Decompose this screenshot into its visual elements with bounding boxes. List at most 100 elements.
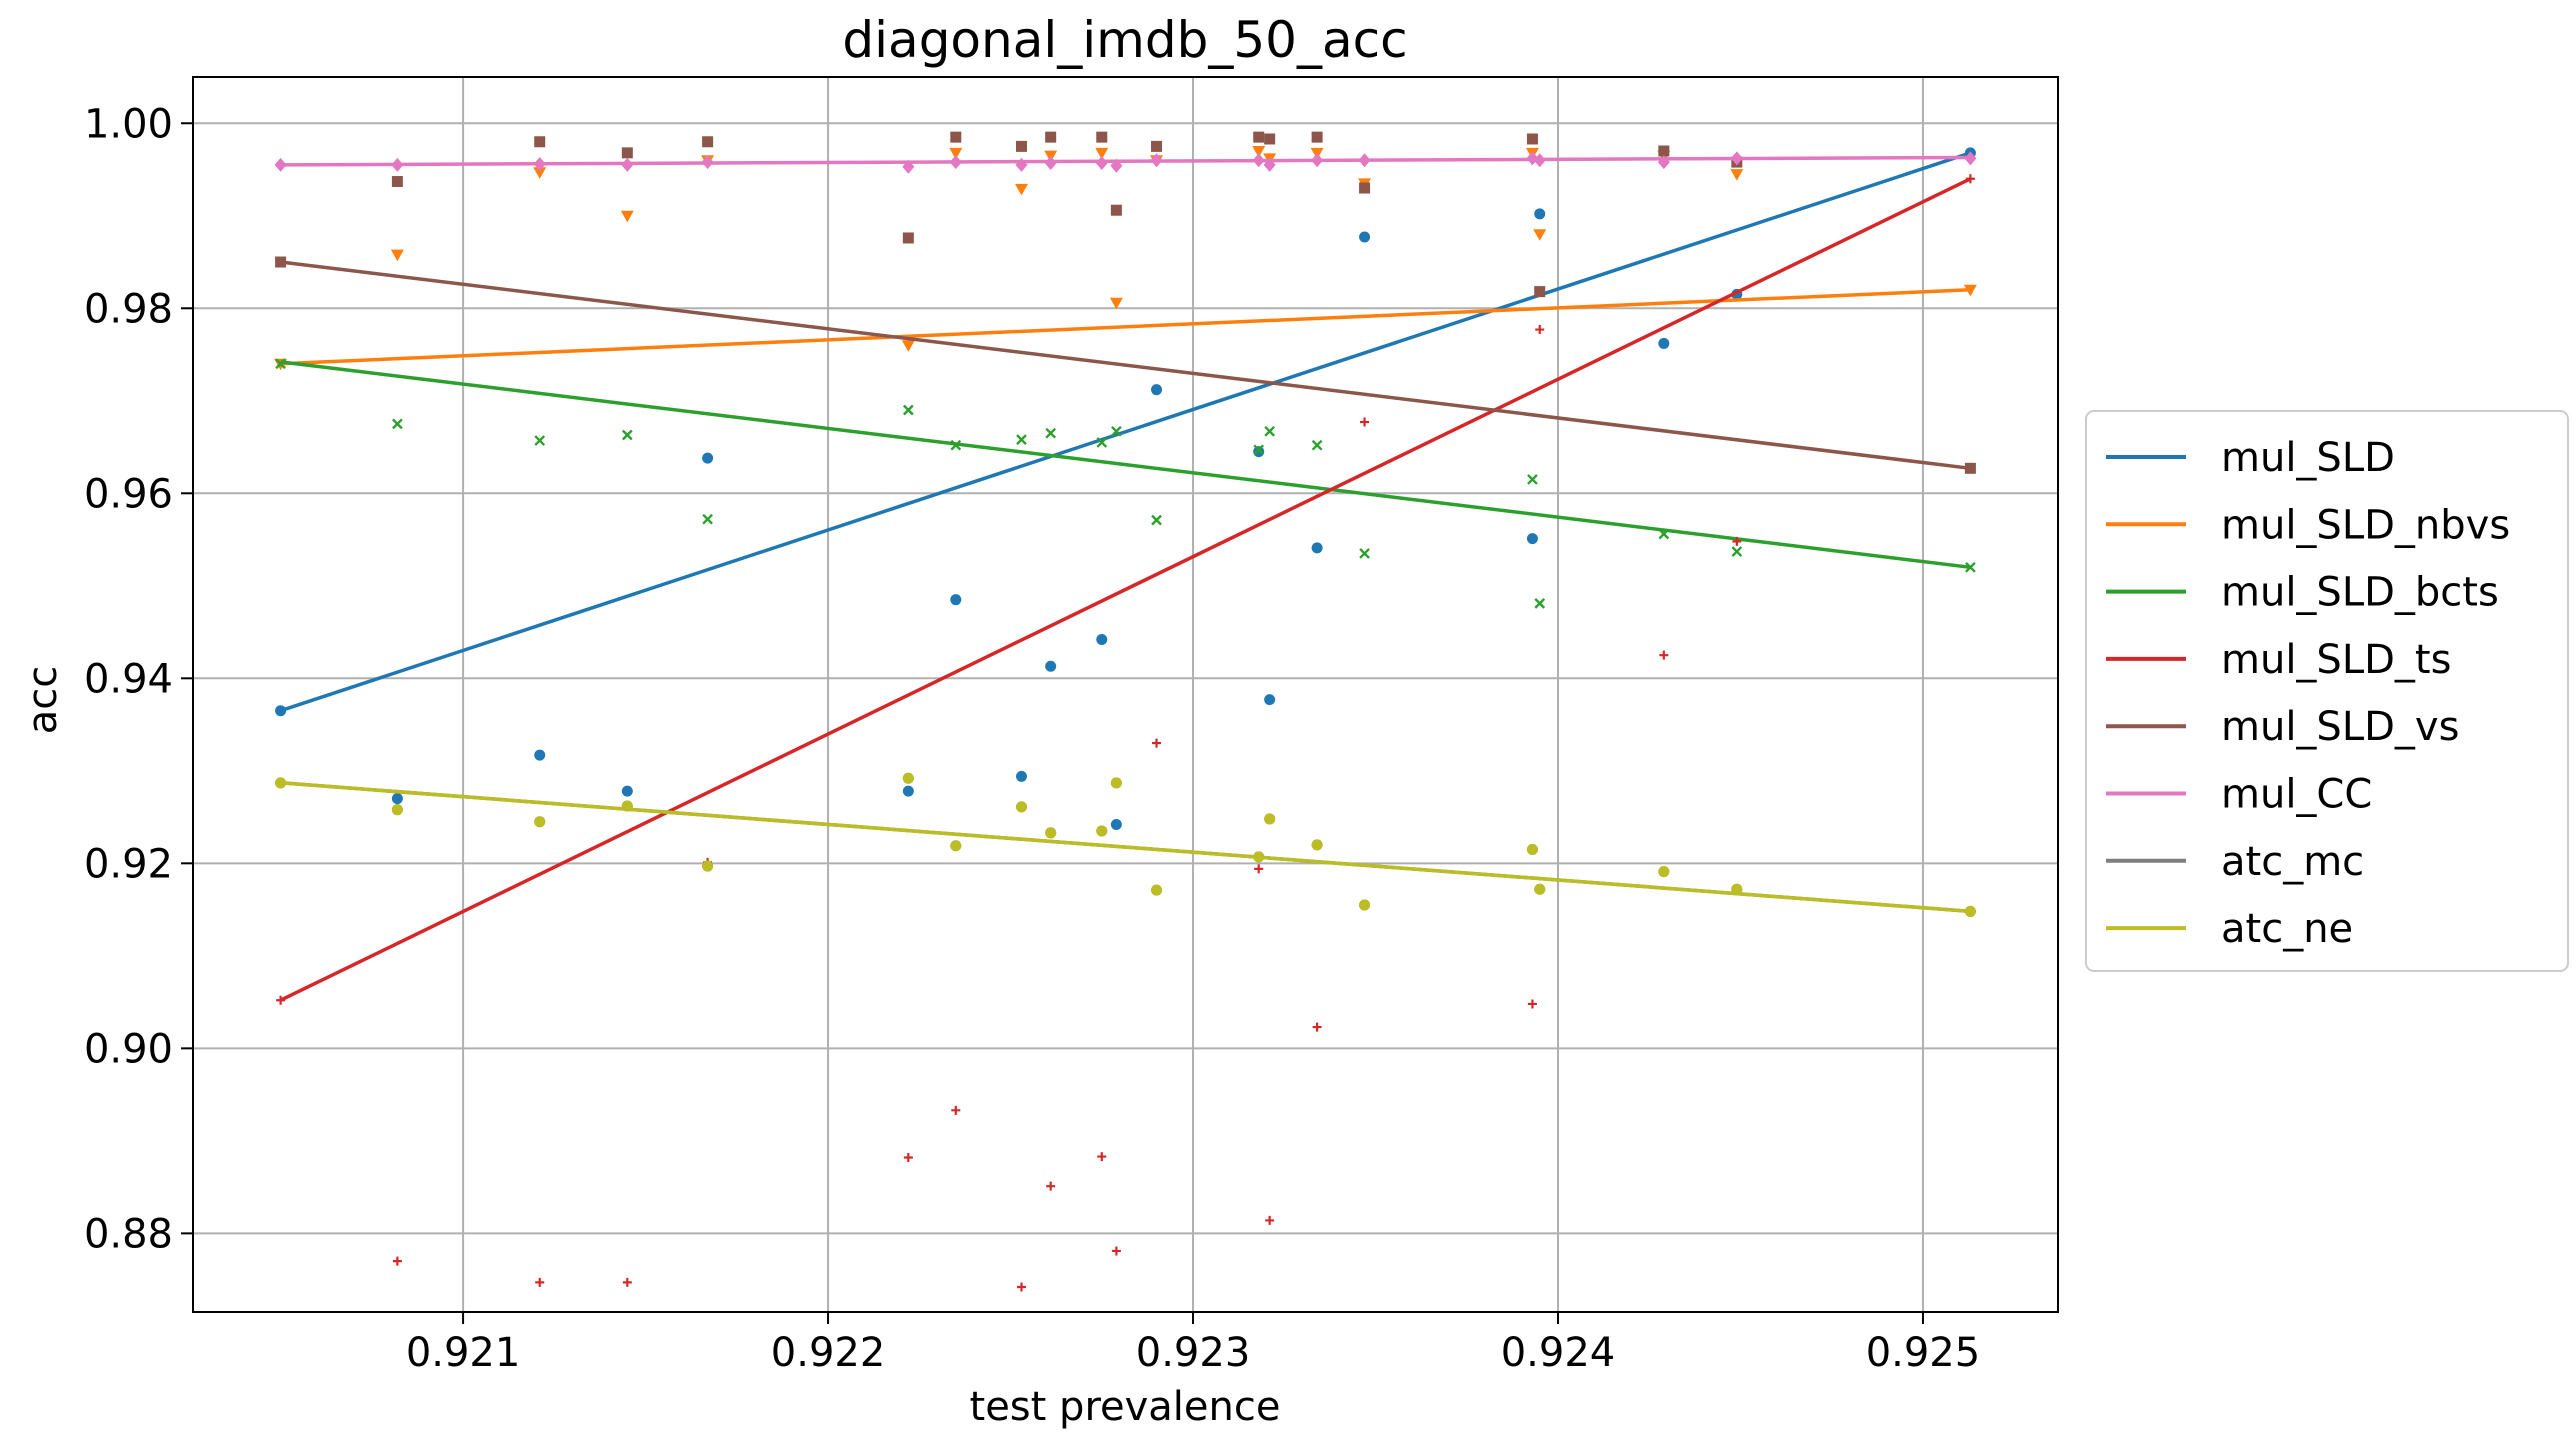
data-point: [1658, 337, 1670, 349]
data-point: [1359, 899, 1371, 911]
data-point: [1016, 434, 1027, 445]
data-point: [535, 1277, 545, 1287]
data-point: [1658, 145, 1670, 157]
legend-label: atc_ne: [2221, 906, 2353, 952]
data-point: [1096, 633, 1108, 645]
legend-label: mul_SLD_vs: [2221, 704, 2459, 750]
data-point: [1658, 866, 1670, 878]
data-point: [950, 840, 962, 852]
data-point: [1312, 1022, 1322, 1032]
data-point: [702, 136, 714, 148]
data-point: [1253, 131, 1265, 143]
data-point: [1097, 1152, 1107, 1162]
data-point: [1111, 425, 1122, 437]
data-point: [1095, 147, 1109, 160]
data-point: [1659, 650, 1669, 660]
legend-item: mul_SLD_ts: [2106, 637, 2451, 683]
data-point: [1964, 462, 1976, 474]
data-point: [392, 1256, 402, 1266]
data-point: [1360, 417, 1370, 427]
data-point: [274, 157, 287, 172]
x-tick-label: 0.925: [1866, 1330, 1981, 1376]
series-mul_SLD_bcts: [275, 358, 1976, 609]
series-mul_SLD: [275, 147, 1976, 830]
data-point: [1535, 325, 1545, 335]
series-line: [280, 155, 1971, 167]
legend-item: atc_ne: [2106, 906, 2353, 952]
y-tick-label: 0.94: [84, 656, 173, 702]
y-tick-label: 0.98: [84, 286, 173, 332]
data-point: [1526, 133, 1538, 145]
y-tick-label: 0.96: [84, 471, 173, 517]
series-mul_CC: [274, 151, 1977, 174]
data-point: [275, 777, 287, 789]
legend-item: mul_SLD_nbvs: [2106, 502, 2510, 548]
data-point: [534, 816, 546, 828]
data-point: [1045, 427, 1057, 439]
data-point: [534, 749, 546, 761]
data-point: [1534, 286, 1546, 298]
series-atc_ne: [275, 772, 1976, 917]
x-axis-label: test prevalence: [970, 1384, 1281, 1430]
legend-item: mul_SLD: [2106, 435, 2395, 481]
data-point: [1110, 818, 1122, 830]
data-point: [1730, 169, 1744, 181]
data-point: [622, 1277, 632, 1287]
data-point: [1152, 738, 1162, 748]
data-point: [620, 210, 634, 223]
series-line: [280, 151, 1971, 713]
data-point: [391, 793, 403, 805]
legend-label: mul_SLD_ts: [2221, 637, 2451, 683]
grid: [193, 77, 2058, 1312]
data-point: [902, 785, 914, 797]
legend-item: mul_CC: [2106, 772, 2372, 818]
data-point: [1265, 1215, 1275, 1225]
data-point: [902, 404, 914, 416]
data-point: [950, 594, 962, 606]
data-point: [950, 131, 962, 143]
legend-label: mul_SLD: [2221, 435, 2395, 481]
data-point: [903, 1153, 913, 1163]
data-point: [951, 1105, 961, 1115]
data-point: [1526, 843, 1538, 855]
x-tick-label: 0.921: [406, 1330, 521, 1376]
legend-item: atc_mc: [2106, 839, 2364, 885]
data-point: [1534, 883, 1546, 895]
x-tick-label: 0.924: [1501, 1330, 1616, 1376]
y-tick-label: 0.90: [84, 1026, 173, 1072]
series-line: [279, 177, 1972, 1002]
data-point: [1096, 825, 1108, 837]
data-point: [1527, 999, 1537, 1009]
series-mul_SLD_vs: [275, 131, 1976, 474]
data-point: [1311, 439, 1323, 451]
data-point: [1964, 905, 1976, 917]
legend-label: atc_mc: [2221, 839, 2364, 885]
data-point: [1109, 297, 1123, 310]
x-tick-label: 0.922: [771, 1330, 886, 1376]
data-point: [1015, 140, 1027, 152]
data-point: [1264, 694, 1276, 706]
y-tick-label: 0.88: [84, 1211, 173, 1257]
plot-frame: [192, 76, 2059, 1313]
data-point: [1311, 131, 1323, 143]
data-point: [1151, 884, 1163, 896]
data-point: [1151, 514, 1162, 526]
legend: mul_SLD mul_SLD_nbvs mul_SLD_bcts mul_SLD_t…: [2085, 410, 2569, 972]
series-mul_SLD_ts: [276, 174, 1975, 1292]
data-point: [1252, 146, 1266, 158]
data-point: [1016, 1282, 1026, 1292]
data-point: [1264, 133, 1276, 145]
data-point: [621, 147, 633, 159]
series-line: [280, 360, 1971, 570]
data-point: [621, 429, 633, 441]
data-point: [1527, 474, 1538, 485]
data-point: [1534, 598, 1546, 609]
data-point: [1311, 839, 1323, 851]
data-point: [1151, 384, 1163, 396]
legend-item: mul_SLD_vs: [2106, 704, 2459, 750]
axis-ticks: 0.921 0.922 0.923 0.924 0.925 0.88 0.90 0.92 0.9…: [84, 101, 1980, 1376]
x-tick-label: 0.923: [1136, 1330, 1251, 1376]
data-point: [1015, 770, 1027, 782]
legend-label: mul_CC: [2221, 772, 2372, 818]
